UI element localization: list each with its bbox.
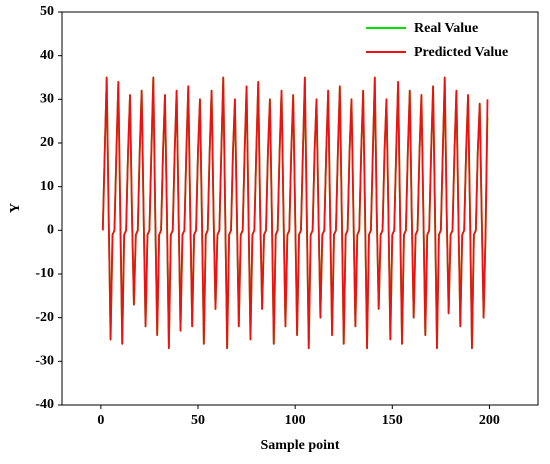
y-tick-label: -20 (35, 310, 54, 325)
x-axis-label: Sample point (261, 438, 340, 453)
y-tick-label: 10 (40, 179, 54, 194)
y-tick-label: -10 (35, 266, 54, 281)
y-tick-label: 50 (40, 4, 54, 19)
y-tick-label: -30 (35, 354, 54, 369)
x-tick-label: 200 (479, 413, 500, 428)
y-tick-label: -40 (35, 397, 54, 412)
x-tick-label: 100 (285, 413, 306, 428)
data-line (101, 76, 489, 350)
y-tick-label: 20 (40, 135, 54, 150)
y-tick-label: 40 (40, 48, 54, 63)
legend-label: Predicted Value (414, 45, 508, 60)
plot-frame (61, 11, 539, 406)
x-tick-label: 0 (97, 413, 104, 428)
y-tick-label: 0 (47, 223, 54, 238)
x-tick-label: 50 (191, 413, 205, 428)
y-tick-label: 30 (40, 92, 54, 107)
x-tick-label: 150 (382, 413, 403, 428)
legend-label: Real Value (414, 21, 478, 36)
y-axis-label: Y (8, 203, 23, 213)
